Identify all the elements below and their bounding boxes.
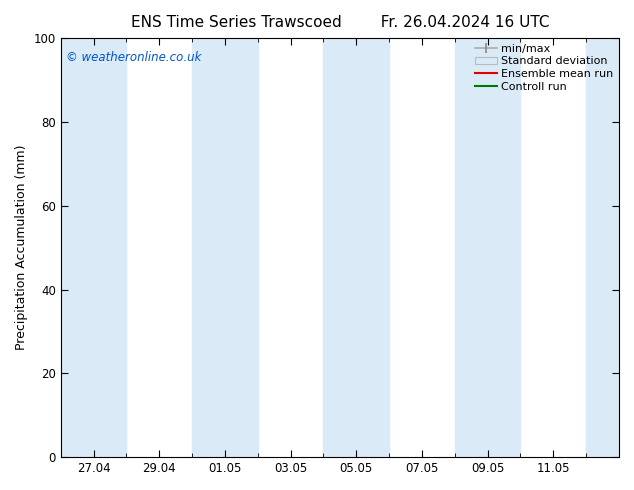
Bar <box>61 38 126 457</box>
Bar <box>586 38 619 457</box>
Bar <box>455 38 521 457</box>
Bar <box>323 38 389 457</box>
Y-axis label: Precipitation Accumulation (mm): Precipitation Accumulation (mm) <box>15 145 28 350</box>
Legend: min/max, Standard deviation, Ensemble mean run, Controll run: min/max, Standard deviation, Ensemble me… <box>472 42 616 94</box>
Title: ENS Time Series Trawscoed        Fr. 26.04.2024 16 UTC: ENS Time Series Trawscoed Fr. 26.04.2024… <box>131 15 549 30</box>
Bar <box>192 38 258 457</box>
Text: © weatheronline.co.uk: © weatheronline.co.uk <box>66 50 202 64</box>
